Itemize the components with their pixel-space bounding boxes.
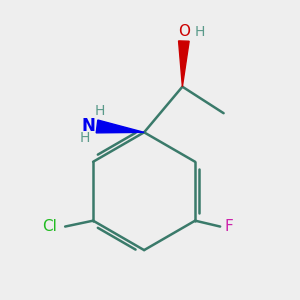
Text: F: F [225,219,233,234]
Polygon shape [178,41,189,87]
Text: H: H [80,130,90,145]
Polygon shape [96,120,144,133]
Text: H: H [95,104,105,118]
Text: O: O [178,24,190,39]
Text: N: N [82,117,95,135]
Text: Cl: Cl [42,219,57,234]
Text: H: H [195,25,205,39]
